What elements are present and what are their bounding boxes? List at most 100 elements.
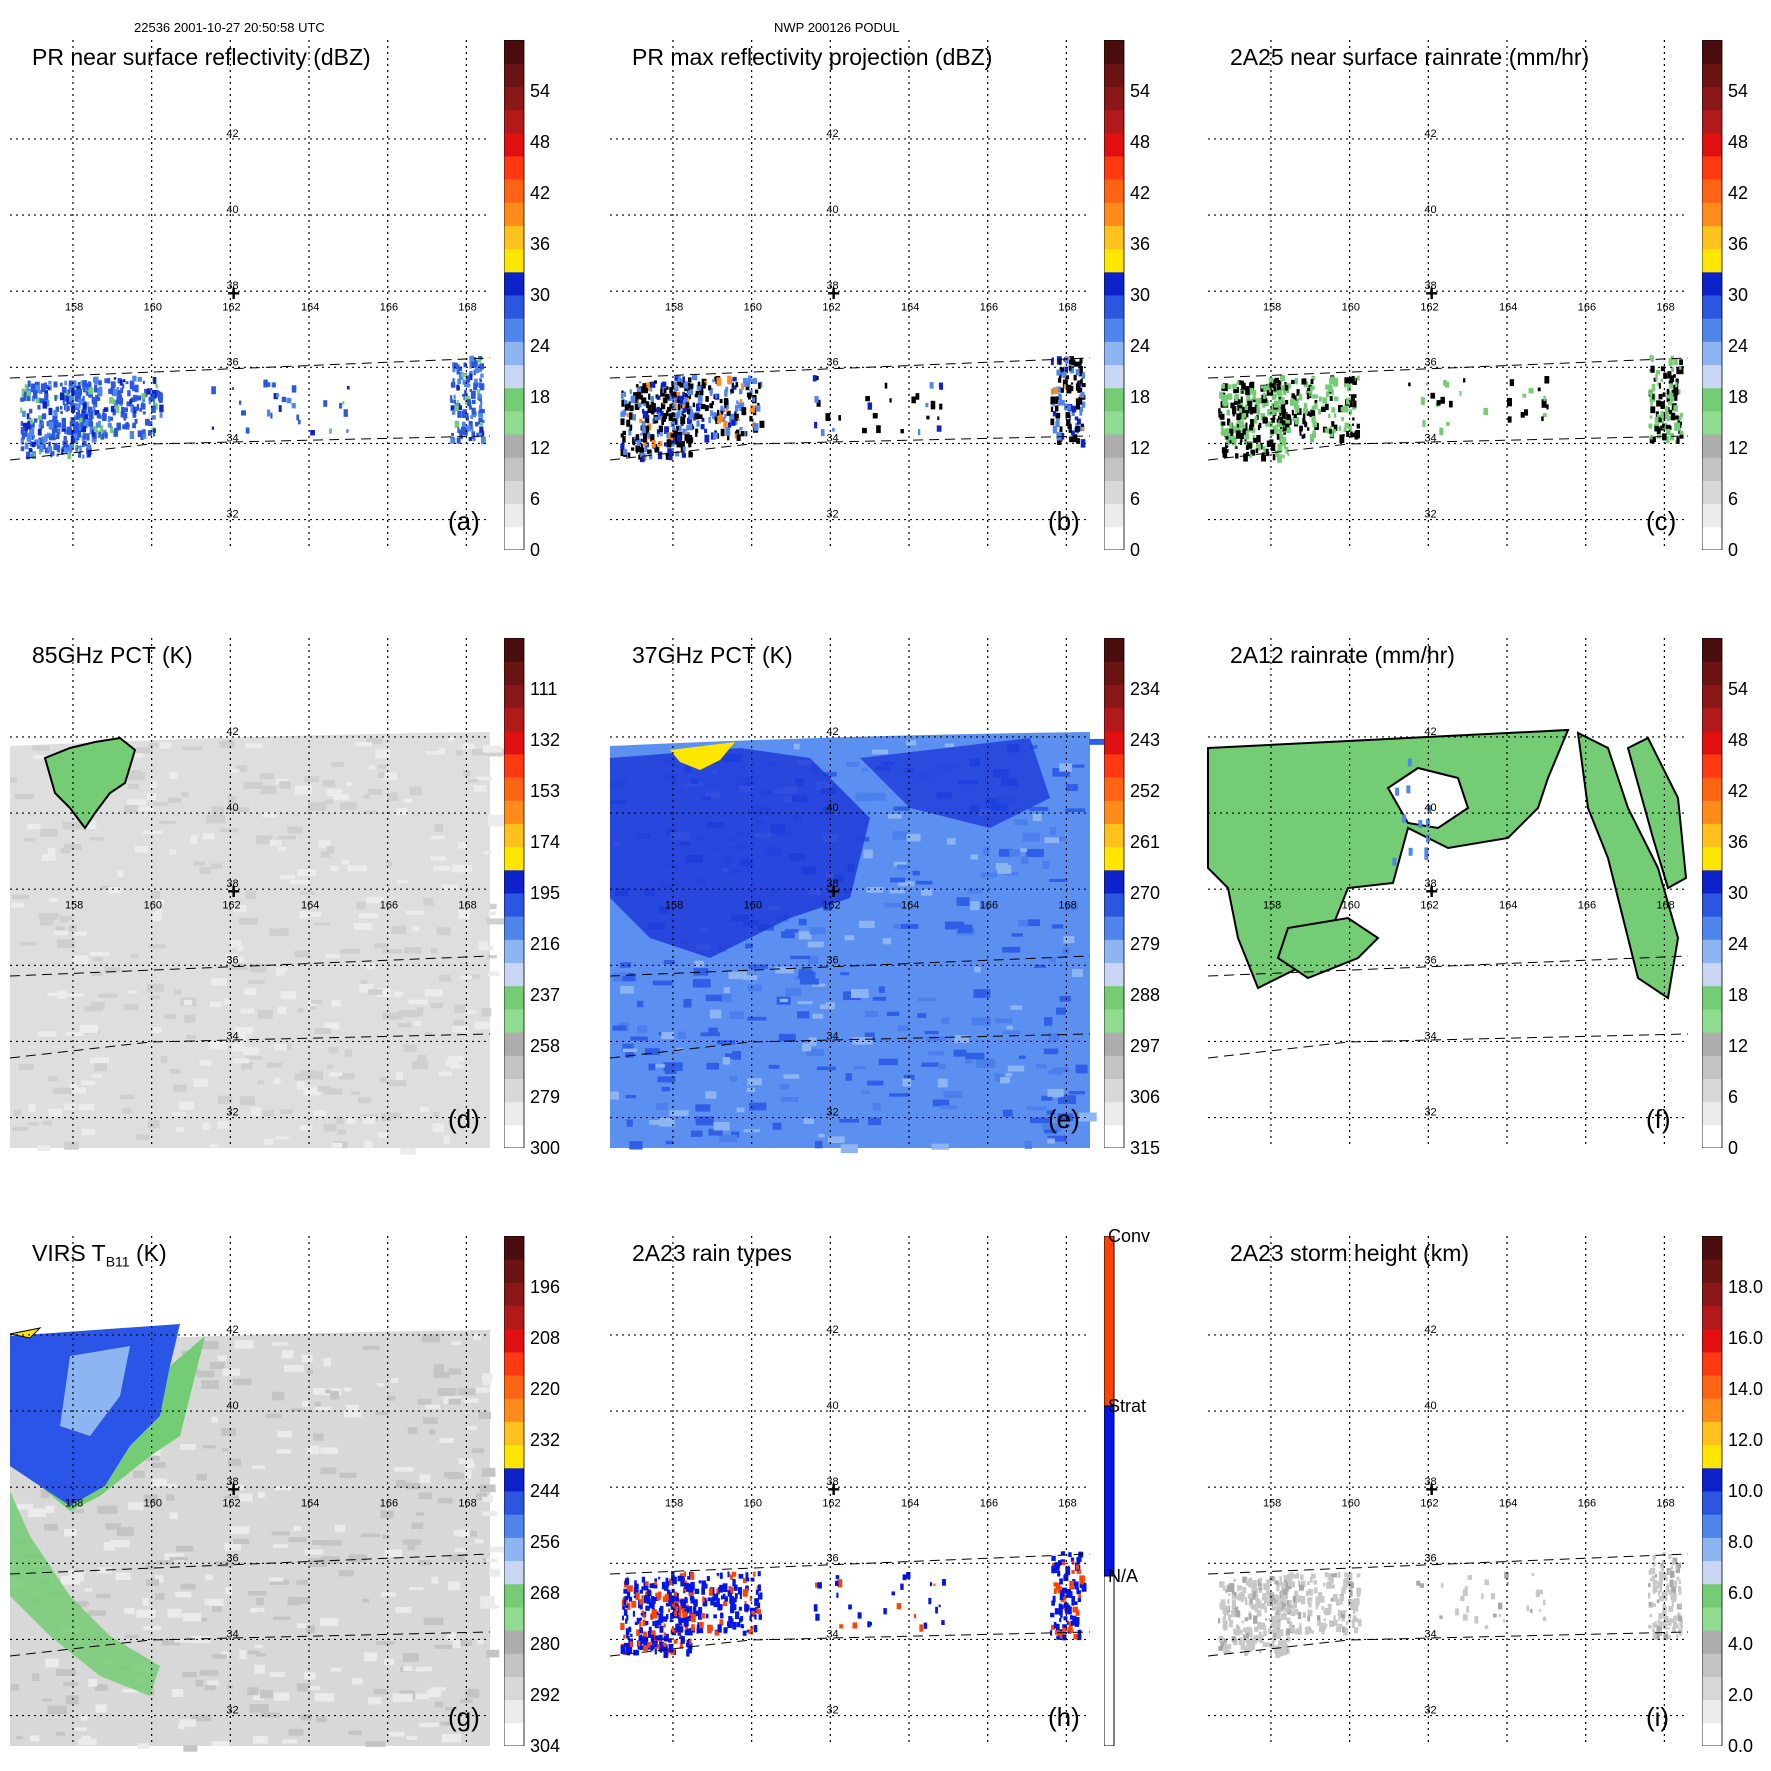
texture-pixel <box>148 944 166 949</box>
texture-pixel <box>10 902 24 908</box>
rain-pixel <box>653 1639 658 1647</box>
rain-pixel <box>1060 1551 1064 1556</box>
rain-pixel <box>745 430 748 437</box>
rain-pixel <box>679 382 685 388</box>
rain-pixel <box>682 428 687 435</box>
storm-center-marker: + <box>1425 281 1438 306</box>
rain-pixel <box>107 377 111 384</box>
field-swath-rain-cells <box>20 355 486 460</box>
texture-pixel <box>336 1116 344 1125</box>
rain-pixel <box>1675 381 1678 388</box>
rain-pixel <box>1219 1602 1224 1610</box>
rain-pixel <box>146 388 151 395</box>
texture-pixel <box>308 1558 327 1567</box>
rain-pixel <box>474 382 479 387</box>
rain-pixel <box>857 1612 862 1619</box>
rain-pixel <box>688 450 692 457</box>
rain-pixel <box>650 396 655 402</box>
rain-pixel <box>661 416 666 422</box>
rain-pixel <box>1329 1619 1332 1626</box>
lat-tick-label: 38 <box>1424 1476 1436 1488</box>
rain-pixel <box>928 1597 932 1605</box>
pr-swath-edges <box>609 1553 1091 1657</box>
rain-pixel <box>1280 1629 1284 1637</box>
rain-pixel <box>1268 1618 1271 1622</box>
panel-label: (b) <box>1048 506 1080 536</box>
lon-tick-label: 162 <box>822 301 840 313</box>
rain-pixel <box>69 443 75 449</box>
rain-pixel <box>1071 1570 1075 1574</box>
rain-pixel <box>1309 412 1313 418</box>
texture-pixel <box>928 1051 944 1056</box>
rain-pixel <box>701 378 707 386</box>
rain-pixel <box>30 454 34 458</box>
rain-pixel <box>1248 453 1253 458</box>
rain-pixel <box>745 380 751 387</box>
texture-pixel <box>300 1124 313 1131</box>
texture-pixel <box>13 1109 22 1117</box>
rain-pixel <box>117 378 122 384</box>
rain-pixel <box>1059 1618 1062 1623</box>
colorbar-swatch <box>1702 1351 1722 1376</box>
rain-pixel <box>1249 1598 1253 1604</box>
rain-pixel <box>1068 404 1071 411</box>
texture-pixel <box>814 1140 823 1149</box>
rain-pixel <box>623 1634 626 1639</box>
rain-pixel <box>720 428 725 437</box>
texture-pixel <box>1072 968 1083 977</box>
texture-pixel <box>251 1465 265 1469</box>
rain-pixel <box>694 414 699 420</box>
title-subscript: B11 <box>105 1253 130 1270</box>
texture-pixel <box>280 991 296 1000</box>
rain-pixel <box>142 429 146 435</box>
rain-pixel <box>1311 416 1316 424</box>
rain-pixel <box>702 1583 708 1589</box>
texture-pixel <box>1018 1055 1026 1060</box>
colorbar-swatch <box>1103 1575 1115 1747</box>
texture-pixel <box>844 935 855 941</box>
rain-pixel <box>88 410 94 420</box>
rain-pixel <box>1278 428 1283 433</box>
rain-pixel <box>1679 366 1682 370</box>
rain-pixel <box>140 403 146 410</box>
texture-pixel <box>149 995 160 1000</box>
texture-pixel <box>367 989 383 995</box>
texture-pixel <box>1057 1095 1077 1104</box>
texture-pixel <box>486 1649 500 1658</box>
texture-pixel <box>366 738 383 744</box>
rain-pixel <box>109 397 114 404</box>
texture-pixel <box>269 1672 285 1678</box>
texture-pixel <box>202 833 215 840</box>
rain-pixel <box>1648 1583 1651 1588</box>
rain-pixel <box>1274 1645 1280 1654</box>
rain-pixel <box>450 395 453 400</box>
rain-pixel <box>1238 408 1243 413</box>
rain-pixel <box>1313 402 1318 410</box>
texture-pixel <box>314 1406 331 1411</box>
rain-pixel <box>1309 1577 1313 1583</box>
rain-pixel <box>56 453 59 457</box>
rain-pixel <box>20 421 24 427</box>
rain-pixel <box>1274 1597 1279 1605</box>
texture-pixel <box>133 1470 145 1478</box>
orbit-timestamp: 22536 2001-10-27 20:50:58 UTC <box>134 20 325 35</box>
rain-pixel <box>1249 424 1253 431</box>
rain-pixel <box>1245 386 1250 394</box>
rain-pixel <box>629 424 633 431</box>
rain-pixel <box>722 1593 726 1599</box>
rain-pixel <box>1266 1642 1270 1647</box>
rain-pixel <box>1467 1574 1472 1580</box>
rain-pixel <box>1282 1589 1288 1595</box>
rain-pixel <box>751 1610 756 1616</box>
rain-pixel <box>1329 425 1333 430</box>
colorbar-swatch <box>1104 202 1124 226</box>
texture-pixel <box>340 948 361 954</box>
rain-pixel <box>63 447 68 453</box>
texture-pixel <box>1049 878 1068 882</box>
rain-pixel <box>710 1597 715 1606</box>
texture-pixel <box>338 1073 355 1080</box>
rain-pixel <box>655 1592 658 1597</box>
rain-pixel <box>51 419 57 425</box>
texture-pixel <box>73 931 87 936</box>
rain-pixel <box>48 407 53 416</box>
